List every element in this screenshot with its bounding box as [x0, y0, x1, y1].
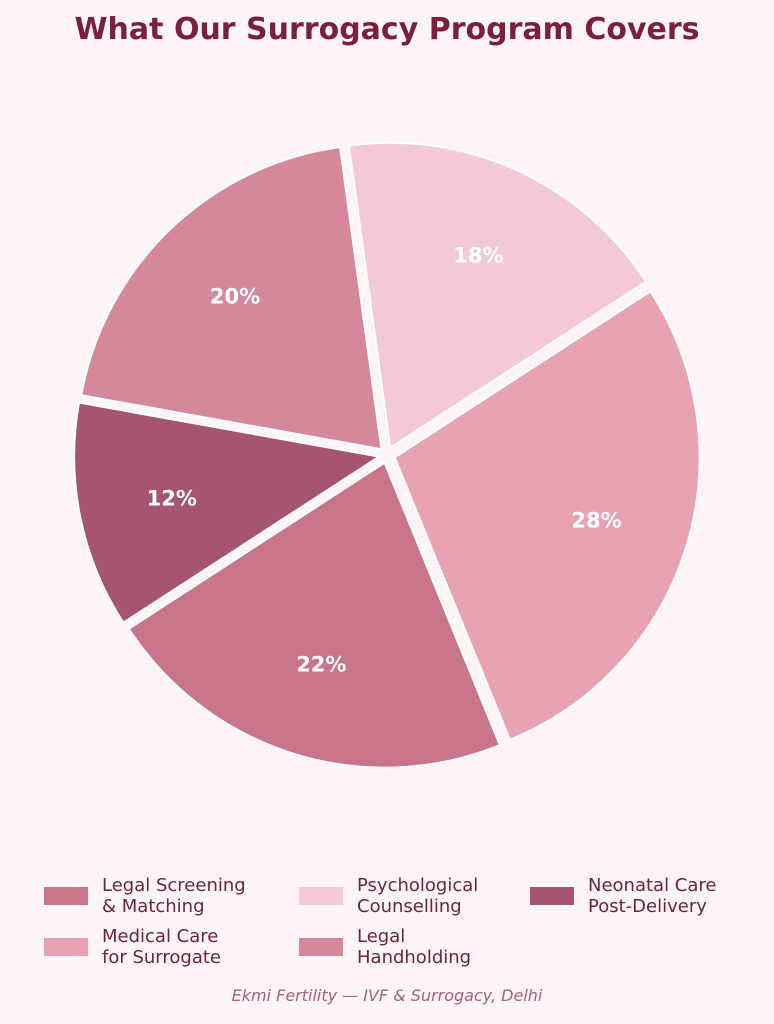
legend-item-2: Psychological Counselling — [299, 875, 478, 917]
pie-slice-label-3: 20% — [210, 285, 260, 309]
legend-item-3: Legal Handholding — [299, 926, 471, 968]
pie-slice-3 — [80, 145, 383, 451]
legend-label-3: Legal Handholding — [357, 926, 472, 968]
legend-swatch-4 — [530, 887, 574, 905]
legend-label-2: Psychological Counselling — [357, 875, 479, 917]
legend-swatch-0 — [44, 887, 88, 905]
pie-slice-label-1: 28% — [571, 509, 621, 533]
chart-title: What Our Surrogacy Program Covers — [74, 12, 700, 47]
pie-slices — [73, 141, 701, 769]
legend-label-1: Medical Care for Surrogate — [102, 926, 221, 968]
pie-chart: 22% 28% 18% 20% 12% — [73, 141, 701, 769]
legend-item-1: Medical Care for Surrogate — [44, 926, 221, 968]
pie-slice-0 — [127, 461, 502, 769]
pie-slice-1 — [393, 289, 701, 742]
legend-swatch-3 — [299, 938, 343, 956]
pie-slice-label-2: 18% — [453, 243, 503, 267]
legend-label-4: Neonatal Care Post-Delivery — [588, 875, 717, 917]
pie-slice-2 — [347, 141, 648, 450]
pie-slice-label-0: 22% — [296, 653, 346, 677]
pie-slice-4 — [73, 401, 382, 625]
pie-labels: 22% 28% 18% 20% 12% — [147, 243, 622, 676]
footer-caption: Ekmi Fertility — IVF & Surrogacy, Delhi — [231, 986, 543, 1005]
legend-item-0: Legal Screening & Matching — [44, 875, 246, 917]
pie-slice-label-4: 12% — [147, 486, 197, 510]
legend-swatch-2 — [299, 887, 343, 905]
legend-swatch-1 — [44, 938, 88, 956]
legend-label-0: Legal Screening & Matching — [102, 875, 246, 917]
legend-item-4: Neonatal Care Post-Delivery — [530, 875, 716, 917]
